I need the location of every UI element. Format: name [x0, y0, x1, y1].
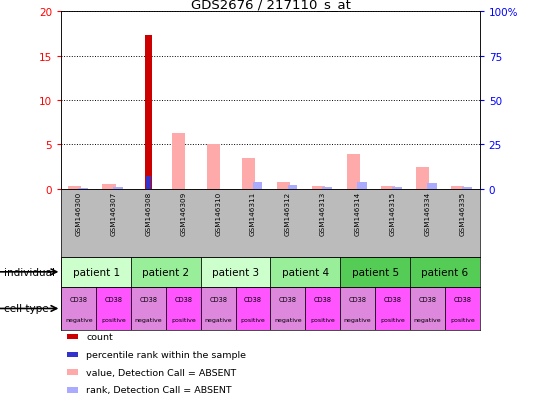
Text: value, Detection Call = ABSENT: value, Detection Call = ABSENT: [86, 368, 237, 377]
Text: CD38: CD38: [453, 296, 471, 302]
Bar: [78, 188, 88, 189]
Bar: [68, 187, 81, 189]
Bar: [288, 185, 297, 189]
Bar: [392, 188, 402, 189]
Text: CD38: CD38: [314, 296, 332, 302]
Text: rank, Detection Call = ABSENT: rank, Detection Call = ABSENT: [86, 385, 232, 394]
Text: patient 5: patient 5: [352, 267, 399, 277]
Text: negative: negative: [65, 317, 93, 322]
Text: positive: positive: [241, 317, 265, 322]
Text: GSM146334: GSM146334: [424, 191, 431, 235]
Text: GSM146314: GSM146314: [354, 191, 361, 235]
Text: percentile rank within the sample: percentile rank within the sample: [86, 350, 246, 359]
Bar: [322, 188, 332, 189]
Bar: [131, 257, 201, 287]
Bar: [340, 287, 375, 330]
Text: negative: negative: [414, 317, 441, 322]
Bar: [416, 168, 430, 189]
Text: CD38: CD38: [279, 296, 297, 302]
Bar: [305, 287, 340, 330]
Text: negative: negative: [344, 317, 372, 322]
Text: patient 2: patient 2: [142, 267, 189, 277]
Bar: [445, 287, 480, 330]
Bar: [357, 182, 367, 189]
Text: patient 4: patient 4: [282, 267, 329, 277]
Text: CD38: CD38: [384, 296, 401, 302]
Text: GSM146312: GSM146312: [285, 191, 291, 235]
Text: CD38: CD38: [244, 296, 262, 302]
Text: CD38: CD38: [140, 296, 157, 302]
Text: count: count: [86, 332, 113, 341]
Bar: [166, 287, 201, 330]
Text: positive: positive: [101, 317, 126, 322]
Text: negative: negative: [135, 317, 162, 322]
Text: GSM146311: GSM146311: [250, 191, 256, 235]
Text: GSM146310: GSM146310: [215, 191, 221, 235]
Bar: [146, 36, 151, 189]
Bar: [172, 133, 185, 189]
Text: CD38: CD38: [209, 296, 227, 302]
Text: CD38: CD38: [418, 296, 437, 302]
Bar: [375, 287, 410, 330]
Bar: [410, 257, 480, 287]
Bar: [102, 185, 116, 189]
Text: CD38: CD38: [104, 296, 123, 302]
Text: GSM146308: GSM146308: [146, 191, 151, 235]
Bar: [410, 287, 445, 330]
Text: patient 3: patient 3: [212, 267, 259, 277]
Text: GSM146315: GSM146315: [390, 191, 395, 235]
Text: positive: positive: [380, 317, 405, 322]
Text: GSM146307: GSM146307: [110, 191, 117, 235]
Bar: [346, 155, 360, 189]
Text: individual: individual: [4, 267, 55, 277]
Bar: [61, 257, 131, 287]
Text: GSM146309: GSM146309: [180, 191, 187, 235]
Text: CD38: CD38: [70, 296, 88, 302]
Text: CD38: CD38: [349, 296, 367, 302]
Bar: [270, 287, 305, 330]
Bar: [451, 187, 464, 189]
Bar: [277, 183, 290, 189]
Bar: [146, 177, 151, 189]
Text: positive: positive: [171, 317, 196, 322]
Bar: [236, 287, 270, 330]
Text: positive: positive: [310, 317, 335, 322]
Bar: [312, 187, 325, 189]
Text: GSM146313: GSM146313: [320, 191, 326, 235]
Bar: [427, 184, 437, 189]
Bar: [382, 187, 394, 189]
Text: positive: positive: [450, 317, 475, 322]
Bar: [201, 257, 270, 287]
Bar: [61, 287, 96, 330]
Bar: [340, 257, 410, 287]
Title: GDS2676 / 217110_s_at: GDS2676 / 217110_s_at: [191, 0, 350, 11]
Bar: [201, 287, 236, 330]
Bar: [113, 188, 123, 189]
Text: GSM146335: GSM146335: [459, 191, 465, 235]
Bar: [131, 287, 166, 330]
Bar: [96, 287, 131, 330]
Bar: [242, 158, 255, 189]
Text: patient 6: patient 6: [421, 267, 469, 277]
Bar: [270, 257, 340, 287]
Text: negative: negative: [204, 317, 232, 322]
Bar: [462, 188, 472, 189]
Text: patient 1: patient 1: [72, 267, 120, 277]
Text: CD38: CD38: [174, 296, 192, 302]
Text: negative: negative: [274, 317, 302, 322]
Text: cell type: cell type: [4, 304, 49, 314]
Text: GSM146300: GSM146300: [76, 191, 82, 235]
Bar: [207, 145, 220, 189]
Bar: [253, 182, 262, 189]
